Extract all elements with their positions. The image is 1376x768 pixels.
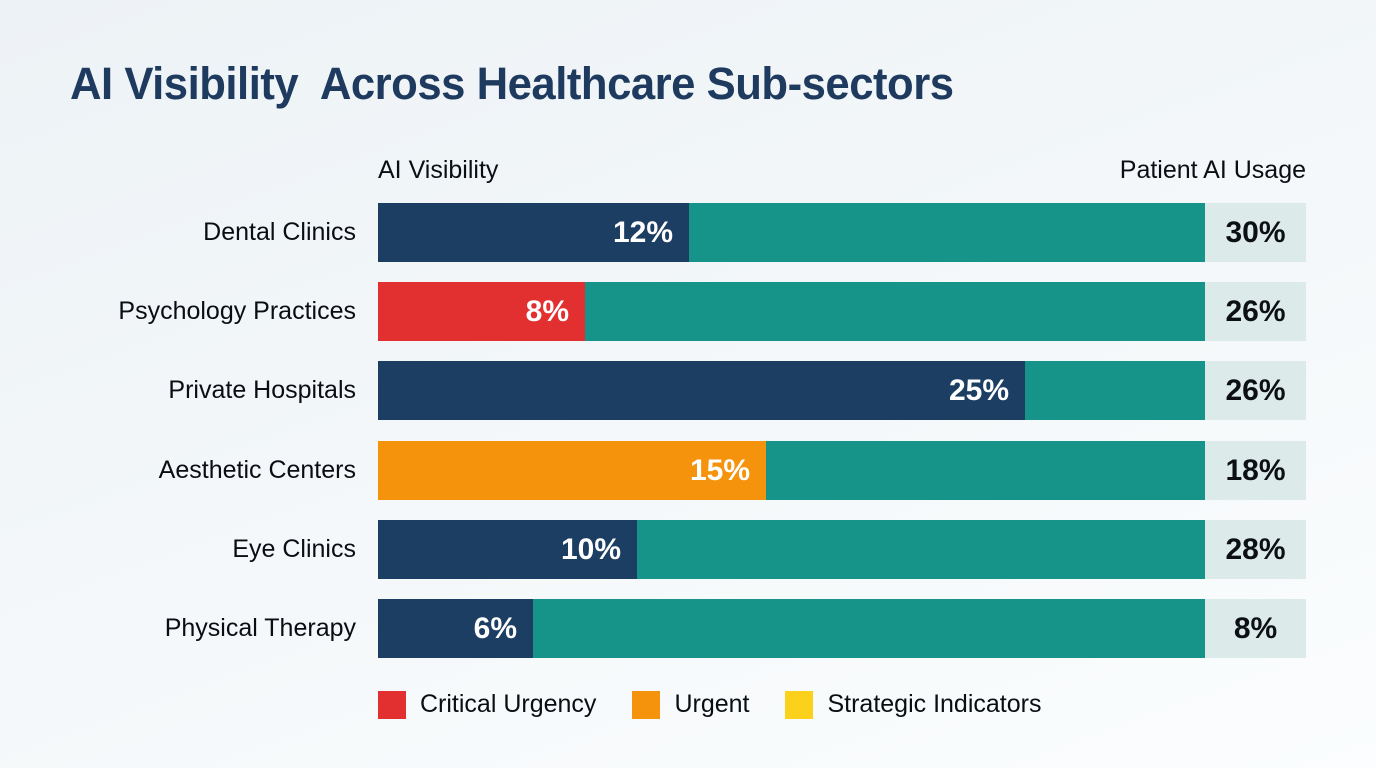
visibility-bar: 12% xyxy=(378,203,1205,262)
visibility-value-label: 6% xyxy=(473,611,517,645)
visibility-value-label: 25% xyxy=(948,373,1009,407)
row-category-label: Private Hospitals xyxy=(168,376,356,404)
visibility-bar-segment: 25% xyxy=(378,361,1025,420)
row-category-label: Psychology Practices xyxy=(118,297,356,325)
visibility-value-label: 8% xyxy=(525,294,569,328)
row-category-label: Eye Clinics xyxy=(232,535,356,563)
legend-swatch-icon xyxy=(378,690,406,719)
visibility-bar: 6% xyxy=(378,599,1205,658)
chart-row: Psychology Practices 8% 26% xyxy=(0,282,1376,341)
legend-label: Strategic Indicators xyxy=(827,690,1042,718)
visibility-bar-segment: 8% xyxy=(378,282,585,341)
visibility-value-label: 10% xyxy=(560,532,621,566)
chart-row: Dental Clinics 12% 30% xyxy=(0,203,1376,262)
patient-usage-value-box: 26% xyxy=(1205,282,1306,341)
patient-usage-value-box: 28% xyxy=(1205,520,1306,579)
chart-row: Eye Clinics 10% 28% xyxy=(0,520,1376,579)
visibility-bar-segment: 15% xyxy=(378,441,766,500)
row-category-label: Physical Therapy xyxy=(164,614,356,642)
patient-usage-value-box: 26% xyxy=(1205,361,1306,420)
visibility-bar-segment: 6% xyxy=(378,599,533,658)
legend-swatch-icon xyxy=(785,690,814,719)
chart-row: Private Hospitals 25% 26% xyxy=(0,361,1376,420)
legend-item: Strategic Indicators xyxy=(785,690,1041,719)
row-category-label: Aesthetic Centers xyxy=(158,456,356,484)
patient-usage-value-box: 30% xyxy=(1205,203,1306,262)
column-header-patient-ai-usage: Patient AI Usage xyxy=(1119,156,1306,184)
chart-legend: Critical Urgency Urgent Strategic Indica… xyxy=(378,690,1041,719)
legend-label: Critical Urgency xyxy=(420,690,597,718)
visibility-value-label: 15% xyxy=(689,453,750,487)
visibility-bar-segment: 12% xyxy=(378,203,689,262)
legend-item: Critical Urgency xyxy=(378,690,596,719)
chart-row: Physical Therapy 6% 8% xyxy=(0,599,1376,658)
row-category-label: Dental Clinics xyxy=(203,218,356,246)
legend-label: Urgent xyxy=(674,690,750,718)
column-header-ai-visibility: AI Visibility xyxy=(378,156,499,184)
visibility-bar: 10% xyxy=(378,520,1205,579)
chart-row: Aesthetic Centers 15% 18% xyxy=(0,441,1376,500)
chart-title: AI Visibility Across Healthcare Sub-sect… xyxy=(70,58,954,109)
patient-usage-value-box: 8% xyxy=(1205,599,1306,658)
visibility-bar: 15% xyxy=(378,441,1205,500)
visibility-bar: 8% xyxy=(378,282,1205,341)
legend-swatch-icon xyxy=(632,690,661,719)
visibility-value-label: 12% xyxy=(612,215,673,249)
patient-usage-value-box: 18% xyxy=(1205,441,1306,500)
visibility-bar: 25% xyxy=(378,361,1205,420)
visibility-bar-segment: 10% xyxy=(378,520,637,579)
legend-item: Urgent xyxy=(632,690,749,719)
